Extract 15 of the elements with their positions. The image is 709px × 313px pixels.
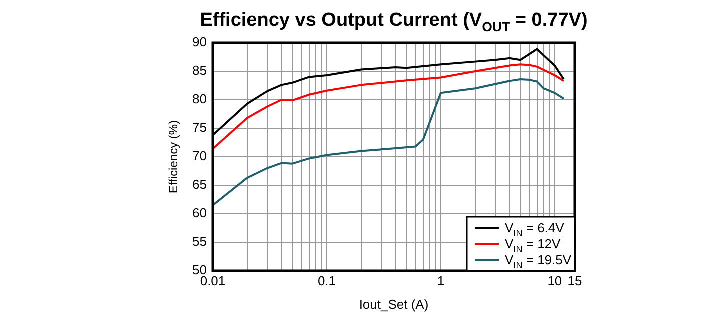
- y-tick-label: 50: [192, 262, 207, 278]
- x-tick-label: 1: [437, 273, 445, 288]
- y-tick-label: 90: [192, 34, 207, 50]
- x-tick-label: 0.1: [318, 273, 336, 288]
- y-tick-label: 55: [192, 234, 207, 250]
- x-tick-label: 15: [568, 273, 582, 288]
- y-tick-label: 60: [192, 206, 207, 221]
- y-tick-label: 75: [192, 120, 207, 136]
- y-tick-label: 65: [192, 177, 207, 192]
- y-tick-label: 85: [192, 63, 207, 78]
- y-tick-label: 80: [192, 92, 207, 107]
- x-tick-label: 10: [548, 273, 562, 288]
- y-axis-title: Efficiency (%): [166, 120, 181, 194]
- x-axis-title: Iout_Set (A): [359, 296, 429, 312]
- y-tick-label: 70: [192, 148, 207, 164]
